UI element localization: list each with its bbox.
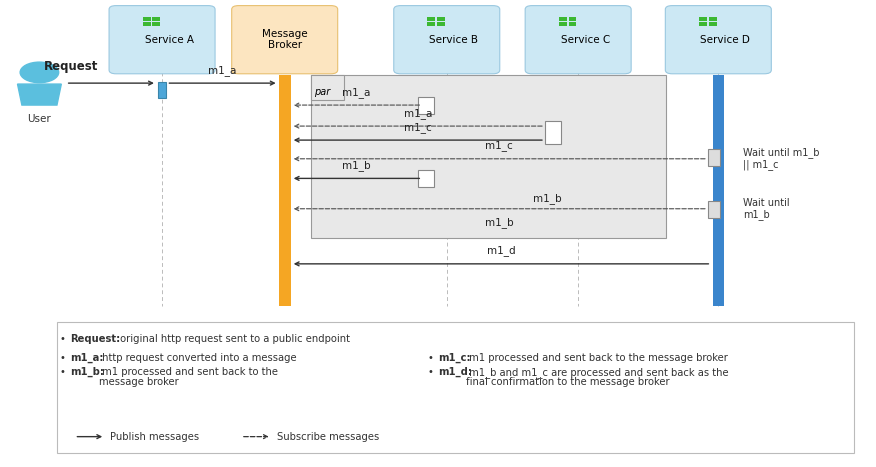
Text: m1 processed and sent back to the message broker: m1 processed and sent back to the messag…	[466, 353, 728, 362]
Text: m1_a:: m1_a:	[70, 353, 103, 363]
Text: m1_c:: m1_c:	[438, 353, 470, 363]
Bar	[279, 75, 291, 306]
Text: m1_a: m1_a	[208, 65, 237, 76]
Bar	[311, 75, 666, 238]
Text: m1 processed and sent back to the: m1 processed and sent back to the	[99, 367, 278, 376]
Text: Message
Broker: Message Broker	[262, 29, 307, 50]
Text: Service A: Service A	[145, 35, 194, 45]
Circle shape	[20, 62, 59, 83]
Text: User: User	[27, 114, 52, 124]
Bar	[709, 22, 717, 26]
Bar	[57, 322, 854, 453]
Bar	[569, 22, 576, 26]
Text: Request: Request	[44, 60, 98, 73]
FancyBboxPatch shape	[109, 6, 215, 74]
Bar	[708, 149, 720, 166]
Text: original http request sent to a public endpoint: original http request sent to a public e…	[117, 334, 350, 344]
Text: •: •	[60, 353, 66, 362]
Text: Request:: Request:	[70, 334, 120, 344]
FancyBboxPatch shape	[393, 6, 499, 74]
Text: m1_b: m1_b	[533, 193, 562, 204]
Bar	[418, 170, 434, 187]
Text: message broker: message broker	[99, 377, 179, 387]
Bar	[437, 17, 445, 21]
Bar	[545, 121, 561, 144]
Bar	[152, 17, 160, 21]
Bar	[427, 17, 435, 21]
Text: •: •	[60, 367, 66, 376]
Text: m1_a: m1_a	[343, 87, 371, 98]
FancyBboxPatch shape	[231, 6, 338, 74]
Bar	[311, 75, 344, 100]
Text: m1_b and m1_c are processed and sent back as the: m1_b and m1_c are processed and sent bac…	[466, 367, 729, 377]
Text: http request converted into a message: http request converted into a message	[99, 353, 297, 362]
Text: •: •	[427, 367, 434, 376]
Bar	[559, 17, 567, 21]
Bar	[152, 22, 160, 26]
Text: •: •	[427, 353, 434, 362]
Text: Service C: Service C	[561, 35, 610, 45]
Bar	[699, 17, 707, 21]
Bar	[708, 201, 720, 218]
Text: m1_d:: m1_d:	[438, 367, 472, 377]
Text: Service D: Service D	[701, 35, 750, 45]
Bar	[559, 22, 567, 26]
Bar	[427, 22, 435, 26]
Text: m1_b: m1_b	[485, 217, 513, 228]
Bar	[418, 97, 434, 114]
Bar	[713, 75, 724, 306]
Bar	[699, 22, 707, 26]
Text: Service B: Service B	[429, 35, 478, 45]
Text: m1_b: m1_b	[343, 160, 371, 171]
Text: m1_b:: m1_b:	[70, 367, 104, 377]
Text: final confirmation to the message broker: final confirmation to the message broker	[466, 377, 669, 387]
Bar	[143, 22, 151, 26]
Text: m1_d: m1_d	[487, 246, 515, 256]
FancyBboxPatch shape	[526, 6, 631, 74]
Bar	[709, 17, 717, 21]
Bar	[158, 82, 166, 98]
Text: m1_c: m1_c	[485, 141, 513, 151]
Text: •: •	[60, 334, 66, 344]
Text: Wait until
m1_b: Wait until m1_b	[743, 198, 789, 220]
Bar	[437, 22, 445, 26]
Polygon shape	[18, 84, 61, 105]
Text: Publish messages: Publish messages	[110, 432, 200, 442]
Text: Wait until m1_b
|| m1_c: Wait until m1_b || m1_c	[743, 147, 819, 170]
FancyBboxPatch shape	[666, 6, 771, 74]
Text: par: par	[314, 87, 331, 97]
Text: Subscribe messages: Subscribe messages	[277, 432, 379, 442]
Text: m1_a: m1_a	[404, 108, 432, 119]
Bar	[569, 17, 576, 21]
Text: m1_c: m1_c	[404, 122, 432, 133]
Bar	[143, 17, 151, 21]
